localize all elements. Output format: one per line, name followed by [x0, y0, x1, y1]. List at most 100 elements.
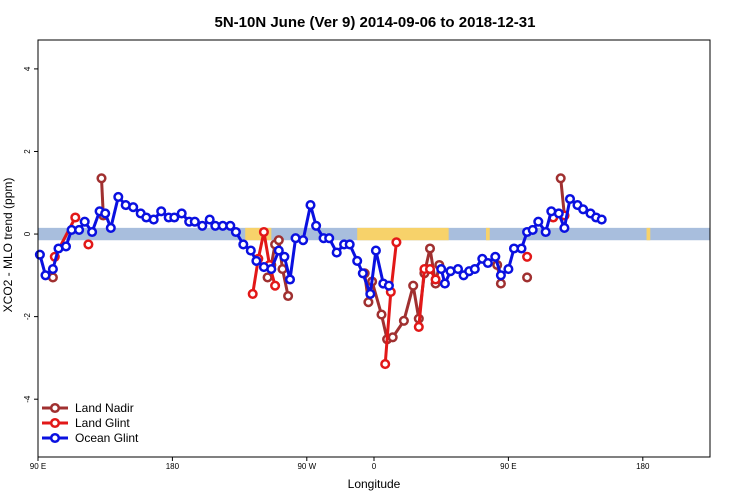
data-point	[83, 239, 94, 250]
data-point	[439, 278, 450, 289]
y-axis-label: XCO2 - MLO trend (ppm)	[1, 178, 15, 313]
data-point	[238, 239, 249, 250]
data-point	[270, 280, 281, 291]
data-point	[230, 226, 241, 238]
data-point	[266, 264, 277, 275]
data-point	[100, 208, 111, 219]
data-point	[311, 220, 322, 231]
data-point	[424, 243, 436, 254]
data-point	[204, 214, 215, 225]
data-point	[79, 216, 90, 227]
data-point	[169, 212, 180, 223]
legend-marker	[49, 417, 61, 429]
data-point	[245, 245, 256, 256]
data-point	[47, 264, 58, 275]
data-point	[564, 193, 576, 205]
data-point	[387, 332, 398, 343]
chart-title: 5N-10N June (Ver 9) 2014-09-06 to 2018-1…	[214, 14, 535, 31]
data-point	[34, 249, 45, 260]
legend-marker	[49, 432, 61, 444]
data-point	[277, 264, 288, 275]
data-point	[128, 202, 139, 213]
data-point	[273, 245, 284, 256]
data-point	[148, 214, 159, 225]
data-point	[430, 274, 441, 285]
data-point	[283, 290, 294, 302]
data-point	[469, 264, 480, 275]
data-point	[376, 309, 387, 320]
data-point	[324, 233, 335, 244]
data-point	[279, 251, 290, 262]
data-point	[40, 270, 51, 281]
data-point	[96, 173, 107, 184]
data-point	[522, 251, 533, 262]
data-point	[380, 359, 391, 370]
data-point	[370, 245, 381, 256]
series-layer	[34, 173, 607, 370]
legend-label: Ocean Glint	[75, 431, 139, 445]
land-band	[357, 227, 449, 241]
data-point	[540, 226, 551, 238]
legend-marker	[49, 402, 61, 414]
data-point	[490, 251, 501, 262]
data-point	[70, 212, 81, 223]
data-point	[527, 224, 538, 235]
data-point	[413, 321, 424, 332]
data-point	[365, 288, 376, 299]
series-ocean-glint	[34, 191, 607, 299]
x-axis-label: Longitude	[348, 477, 401, 491]
x-tick-label: 90 E	[500, 462, 516, 471]
data-point	[516, 243, 527, 254]
data-point	[391, 237, 402, 248]
data-point	[553, 208, 564, 219]
data-point	[156, 206, 167, 217]
data-point	[522, 272, 533, 283]
data-point	[352, 255, 363, 266]
data-point	[60, 241, 72, 252]
data-point	[344, 239, 355, 250]
y-tick-label: 0	[23, 231, 32, 236]
data-point	[533, 216, 544, 227]
data-point	[503, 264, 514, 275]
data-point	[113, 191, 124, 202]
x-tick-label: 90 W	[297, 462, 316, 471]
data-point	[559, 222, 570, 233]
data-point	[383, 280, 394, 291]
land-ocean-band	[38, 227, 710, 241]
data-point	[197, 220, 208, 231]
x-tick-label: 0	[372, 462, 377, 471]
data-point	[298, 235, 309, 246]
data-point	[105, 222, 116, 233]
data-point	[495, 270, 506, 281]
data-point	[331, 247, 342, 258]
land-band	[646, 227, 651, 241]
y-axis: -4 -2 0 2 4	[23, 66, 38, 403]
series-line	[383, 242, 398, 365]
y-tick-label: -4	[23, 395, 32, 403]
x-tick-label: 180	[166, 462, 180, 471]
data-point	[247, 288, 258, 299]
data-point	[424, 264, 436, 275]
data-point	[262, 272, 273, 283]
data-point	[176, 208, 187, 219]
data-point	[482, 257, 493, 269]
x-axis: 90 E 180 90 W 0 90 E 180	[30, 457, 650, 471]
data-point	[357, 268, 368, 279]
data-point	[189, 216, 200, 227]
data-point	[578, 204, 589, 215]
data-point	[398, 315, 409, 326]
series-line	[559, 178, 566, 216]
y-tick-label: -2	[23, 313, 32, 321]
x-tick-label: 180	[636, 462, 650, 471]
data-point	[258, 226, 269, 238]
legend-label: Land Nadir	[75, 401, 134, 415]
data-point	[251, 255, 262, 266]
x-tick-label: 90 E	[30, 462, 46, 471]
data-point	[305, 200, 316, 211]
data-point	[363, 297, 374, 308]
data-point	[284, 274, 296, 285]
land-band	[486, 227, 490, 241]
data-point	[436, 264, 447, 275]
data-point	[408, 280, 419, 291]
